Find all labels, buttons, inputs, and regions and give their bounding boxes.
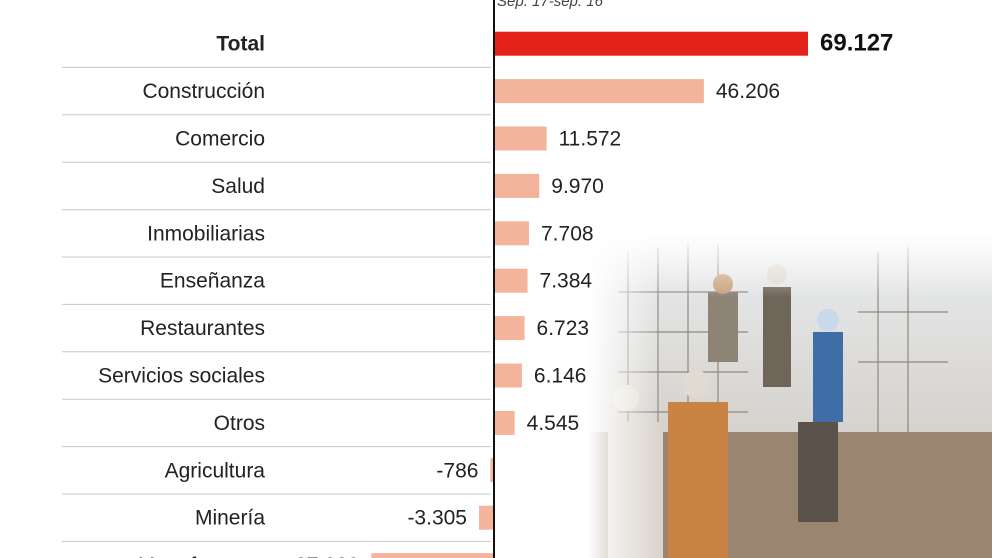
- bar: [494, 31, 808, 56]
- category-label: Manufacturas: [138, 554, 265, 558]
- category-label: Comercio: [175, 128, 265, 151]
- bar: [494, 221, 530, 246]
- category-label: Salud: [211, 175, 265, 198]
- value-label: -27.000: [288, 554, 359, 558]
- value-label: -3.305: [407, 507, 467, 530]
- bar: [494, 79, 704, 104]
- value-label: -786: [436, 459, 478, 482]
- category-label: Minería: [195, 507, 265, 530]
- chart-subtitle: Sep. 17-sep. 16: [497, 0, 603, 10]
- category-label: Restaurantes: [140, 317, 265, 340]
- value-label: 7.384: [540, 270, 593, 293]
- category-label: Construcción: [142, 80, 265, 103]
- bar: [371, 553, 494, 558]
- bar: [494, 173, 540, 198]
- value-label: 69.127: [820, 30, 893, 57]
- category-label: Total: [216, 33, 265, 56]
- construction-workers-photo: [588, 232, 992, 558]
- category-label: Enseñanza: [160, 270, 265, 293]
- value-label: 6.723: [537, 317, 590, 340]
- bar: [494, 126, 547, 151]
- bar: [494, 316, 525, 341]
- value-label: 4.545: [527, 412, 580, 435]
- bar: [494, 363, 522, 388]
- value-label: 11.572: [559, 128, 622, 151]
- value-label: 6.146: [534, 365, 587, 388]
- value-label: 9.970: [551, 175, 604, 198]
- bar: [494, 268, 528, 293]
- bar: [494, 410, 515, 435]
- category-label: Agricultura: [165, 459, 266, 482]
- category-label: Servicios sociales: [98, 365, 265, 388]
- value-label: 46.206: [716, 80, 780, 103]
- bar: [478, 505, 494, 530]
- value-label: 7.708: [541, 222, 594, 245]
- bar: [490, 458, 494, 483]
- category-label: Inmobiliarias: [147, 222, 265, 245]
- category-label: Otros: [214, 412, 265, 435]
